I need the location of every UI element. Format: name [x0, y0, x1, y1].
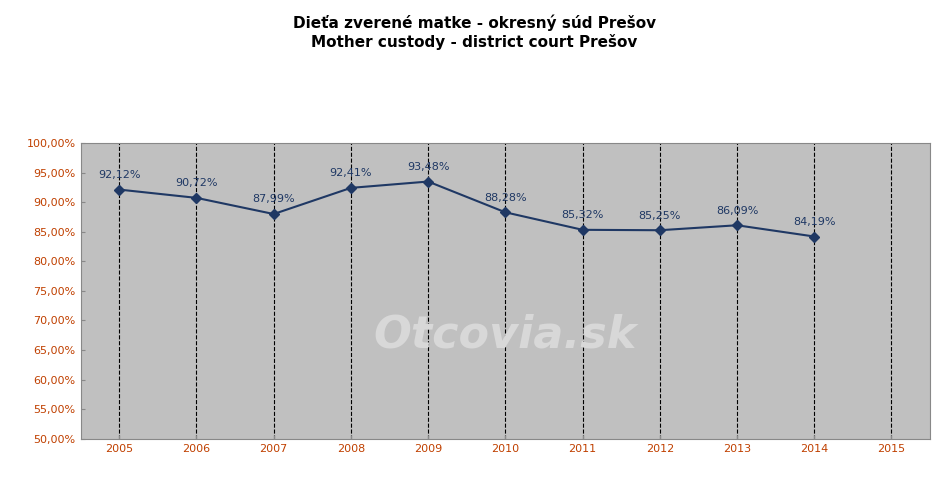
Text: 85,32%: 85,32%: [562, 210, 604, 220]
Text: 92,12%: 92,12%: [98, 170, 140, 180]
Text: 86,09%: 86,09%: [716, 206, 758, 215]
Text: 84,19%: 84,19%: [793, 217, 835, 227]
Text: 90,72%: 90,72%: [176, 178, 217, 188]
Text: 93,48%: 93,48%: [407, 162, 450, 172]
Text: Otcovia.sk: Otcovia.sk: [374, 314, 637, 357]
Text: Dieťa zverené matke - okresný súd Prešov
Mother custody - district court Prešov: Dieťa zverené matke - okresný súd Prešov…: [293, 15, 656, 50]
Text: 87,99%: 87,99%: [252, 194, 295, 204]
Text: 88,28%: 88,28%: [484, 193, 527, 203]
Text: 92,41%: 92,41%: [329, 168, 372, 178]
Text: 85,25%: 85,25%: [639, 211, 681, 220]
